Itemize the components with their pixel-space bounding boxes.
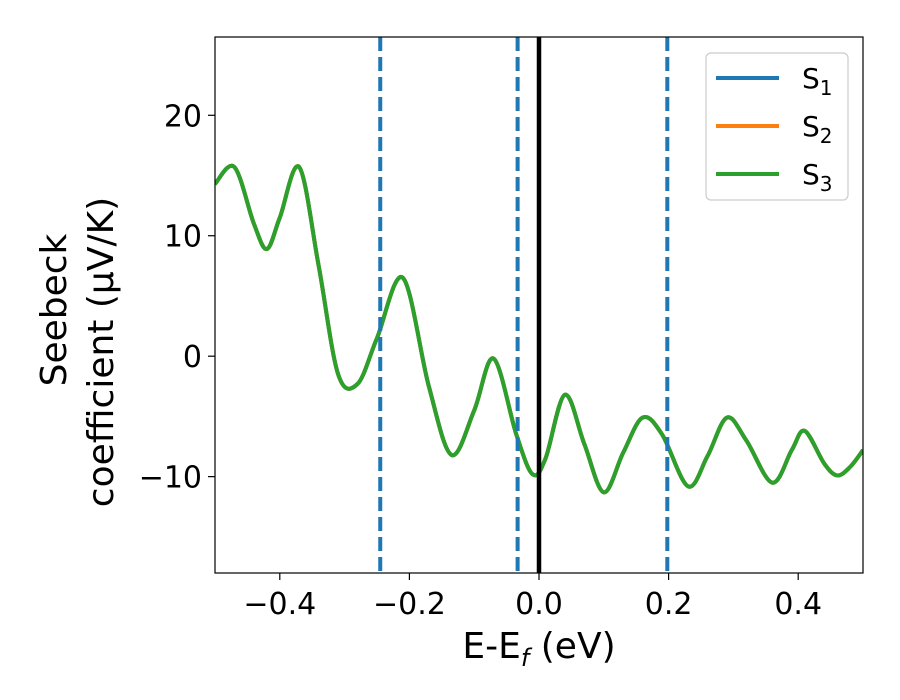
legend-label-s1: S1 bbox=[802, 62, 833, 100]
y-tick-label: −10 bbox=[139, 461, 202, 496]
legend-label-s2: S2 bbox=[802, 110, 833, 148]
y-axis-label-line2: coefficient (μV/K) bbox=[81, 197, 122, 507]
legend: S1 S2 S3 bbox=[705, 52, 849, 201]
x-axis-label: E-Ef (eV) bbox=[462, 626, 615, 672]
x-tick-label: 0.4 bbox=[774, 587, 822, 622]
x-tick-label: 0.0 bbox=[515, 587, 563, 622]
x-axis-label-unit: (eV) bbox=[529, 626, 615, 667]
x-tick-label: 0.2 bbox=[645, 587, 693, 622]
x-axis-label-main: E-E bbox=[462, 626, 520, 667]
y-tick-label: 10 bbox=[164, 220, 202, 255]
y-tick-label: 0 bbox=[183, 340, 202, 375]
y-axis-label-line1: Seebeck bbox=[34, 233, 75, 386]
x-tick-label: −0.2 bbox=[373, 587, 446, 622]
x-tick-label: −0.4 bbox=[243, 587, 316, 622]
series-line-s3 bbox=[215, 163, 863, 495]
y-tick-label: 20 bbox=[164, 99, 202, 134]
legend-label-s3: S3 bbox=[802, 158, 833, 196]
